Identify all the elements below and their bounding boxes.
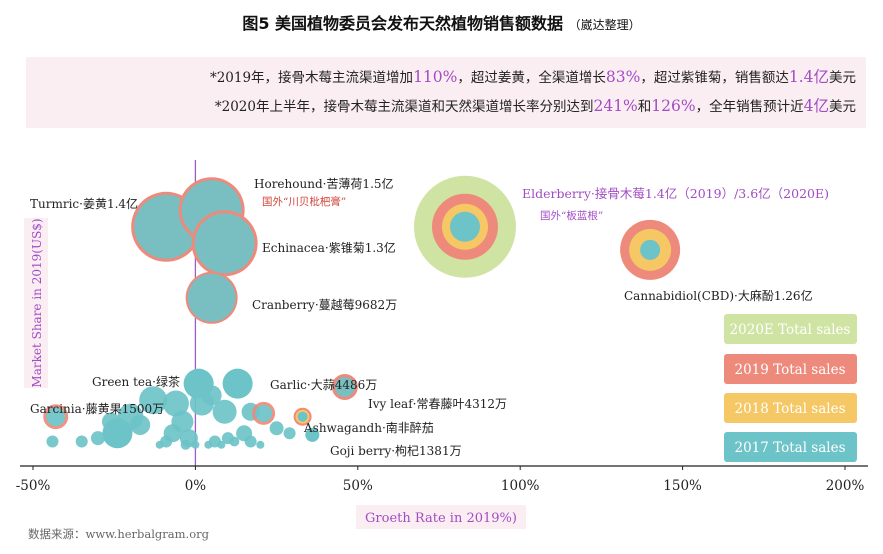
minor-bubble	[90, 431, 105, 446]
label-ashwagandha: Ashwagandh·南非醉茄	[303, 420, 434, 435]
x-tick-label: 50%	[343, 478, 373, 494]
bubble-ashwagandha-y2017	[297, 411, 308, 422]
bubble-green-tea-y2017	[183, 368, 214, 399]
minor-bubble	[229, 436, 240, 447]
minor-bubble	[212, 399, 237, 424]
bubble-elderberry-y2017	[449, 211, 480, 242]
legend-label-y2019: 2019 Total sales	[734, 362, 845, 378]
minor-bubble	[155, 440, 164, 449]
note-text: 美元	[829, 99, 856, 115]
bubble-garlic-y2017	[222, 368, 253, 399]
minor-bubble	[244, 435, 257, 448]
y-axis-label-bg	[24, 218, 48, 388]
note-text: *2019年，接骨木莓主流渠道增加	[209, 70, 414, 86]
label-turmric: Turmric·姜黄1.4亿	[30, 196, 138, 211]
label-cranberry: Cranberry·蔓越莓9682万	[252, 298, 397, 312]
minor-bubble	[162, 390, 189, 417]
summary-note-line-2: *2020年上半年，接骨木莓主流渠道和天然渠道增长率分别达到241%和126%，…	[26, 92, 856, 121]
minor-bubble	[180, 439, 191, 450]
label-garlic: Garlic·大蒜4486万	[270, 378, 377, 392]
title-main: 图5 美国植物委员会发布天然植物销售额数据	[242, 14, 564, 33]
minor-bubble	[256, 440, 265, 449]
minor-bubble	[43, 404, 69, 430]
label-garcinia: Garcinia·藤黄果1500万	[30, 402, 164, 416]
summary-note-box: *2019年，接骨木莓主流渠道增加110%，超过姜黄，全渠道增长83%，超过紫锥…	[26, 57, 866, 128]
note-text: 美元	[829, 70, 856, 86]
note-highlight-value: 1.4亿	[788, 68, 829, 86]
note-text: ，超过姜黄，全渠道增长	[457, 70, 606, 86]
label-echinacea: Echinacea·紫锥菊1.3亿	[262, 240, 396, 255]
note-highlight-value: 4亿	[803, 97, 829, 115]
minor-bubble	[283, 427, 296, 440]
label-elderberry: Elderberry·接骨木莓1.4亿（2019）/3.6亿（2020E)	[522, 186, 829, 201]
minor-bubble	[252, 401, 276, 425]
label-cbd: Cannabidiol(CBD)·大麻酚1.26亿	[624, 288, 813, 303]
note-highlight-value: 83%	[605, 68, 641, 86]
legend-box-y2018	[724, 393, 857, 423]
minor-bubble	[269, 421, 284, 436]
sublabel-elderberry: 国外“板蓝根”	[540, 209, 603, 222]
note-text: ，全年销售预计近	[695, 99, 804, 115]
x-tick-label: 100%	[501, 478, 540, 494]
chart-title: 图5 美国植物委员会发布天然植物销售额数据 （崴达整理）	[0, 10, 883, 34]
y-axis-label: Market Share in 2019(US$)	[30, 218, 44, 387]
minor-bubble	[130, 414, 151, 435]
legend-label-y2020E: 2020E Total sales	[730, 322, 851, 338]
minor-bubble	[204, 440, 213, 449]
x-tick-label: 0%	[185, 478, 207, 494]
label-goji-berry: Goji berry·枸杞1381万	[330, 443, 462, 458]
legend-box-y2020E	[724, 314, 857, 344]
bubble-garcinia-y2017	[102, 418, 133, 449]
note-highlight-value: 241%	[593, 97, 638, 115]
bubble-echinacea-y2017	[194, 213, 255, 274]
bubble-goji-berry-y2017	[305, 427, 320, 442]
minor-bubble	[191, 440, 200, 449]
note-text: *2020年上半年，接骨木莓主流渠道和天然渠道增长率分别达到	[214, 99, 594, 115]
data-source-footer: 数据来源：www.herbalgram.org	[28, 527, 209, 541]
x-tick-label: 200%	[826, 478, 865, 494]
minor-bubble	[217, 440, 226, 449]
bubble-cbd-y2017	[640, 239, 661, 260]
title-source: （崴达整理）	[568, 18, 641, 32]
note-highlight-value: 110%	[413, 68, 458, 86]
x-axis-label-bg	[356, 505, 526, 529]
x-tick-label: 150%	[663, 478, 702, 494]
bubble-ivy-leaf-y2017	[334, 376, 355, 397]
x-tick-label: -50%	[16, 478, 51, 494]
label-ivy-leaf: Ivy leaf·常春藤叶4312万	[368, 397, 507, 411]
bubble-cranberry-y2017	[187, 273, 236, 322]
sublabel-horehound: 国外“川贝枇杷膏”	[262, 195, 346, 208]
legend-label-y2018: 2018 Total sales	[734, 401, 845, 417]
legend-box-y2019	[724, 354, 857, 384]
summary-note-line-1: *2019年，接骨木莓主流渠道增加110%，超过姜黄，全渠道增长83%，超过紫锥…	[26, 63, 856, 92]
label-green-tea: Green tea·绿茶	[92, 374, 180, 389]
minor-bubble	[139, 386, 168, 415]
legend-label-y2017: 2017 Total sales	[734, 440, 845, 456]
label-horehound: Horehound·苦薄荷1.5亿	[254, 176, 394, 191]
minor-bubble	[46, 435, 59, 448]
note-text: ，超过紫锥菊，销售额达	[640, 70, 789, 86]
x-axis-label: Groeth Rate in 2019%)	[365, 511, 517, 526]
note-text: 和	[637, 99, 652, 115]
minor-bubble	[75, 435, 88, 448]
note-highlight-value: 126%	[651, 97, 696, 115]
legend-box-y2017	[724, 432, 857, 462]
